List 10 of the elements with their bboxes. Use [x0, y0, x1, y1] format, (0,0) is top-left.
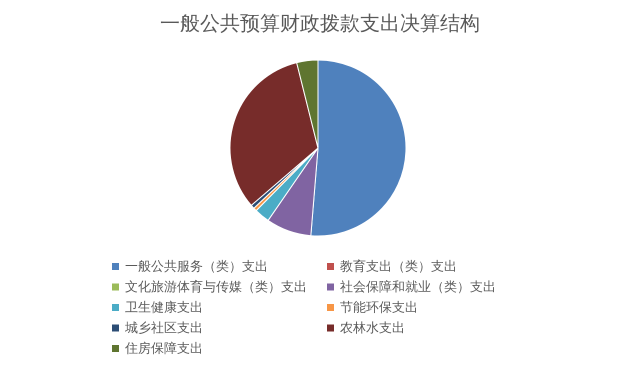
legend-label: 住房保障支出 [124, 340, 203, 357]
legend-label: 农林水支出 [340, 321, 405, 336]
legend-label: 节能环保支出 [340, 300, 418, 316]
legend-label: 社会保障和就业（类）支出 [340, 280, 496, 296]
legend-label: 卫生健康支出 [125, 300, 203, 316]
legend-label: 城乡社区支出 [124, 321, 203, 336]
chart-title: 一般公共预算财政拨款支出决算结构 [160, 11, 480, 35]
legend-label: 文化旅游体育与传媒（类）支出 [125, 279, 307, 296]
legend-label: 一般公共服务（类）支出 [125, 260, 268, 275]
legend-label: 教育支出（类）支出 [340, 258, 457, 275]
